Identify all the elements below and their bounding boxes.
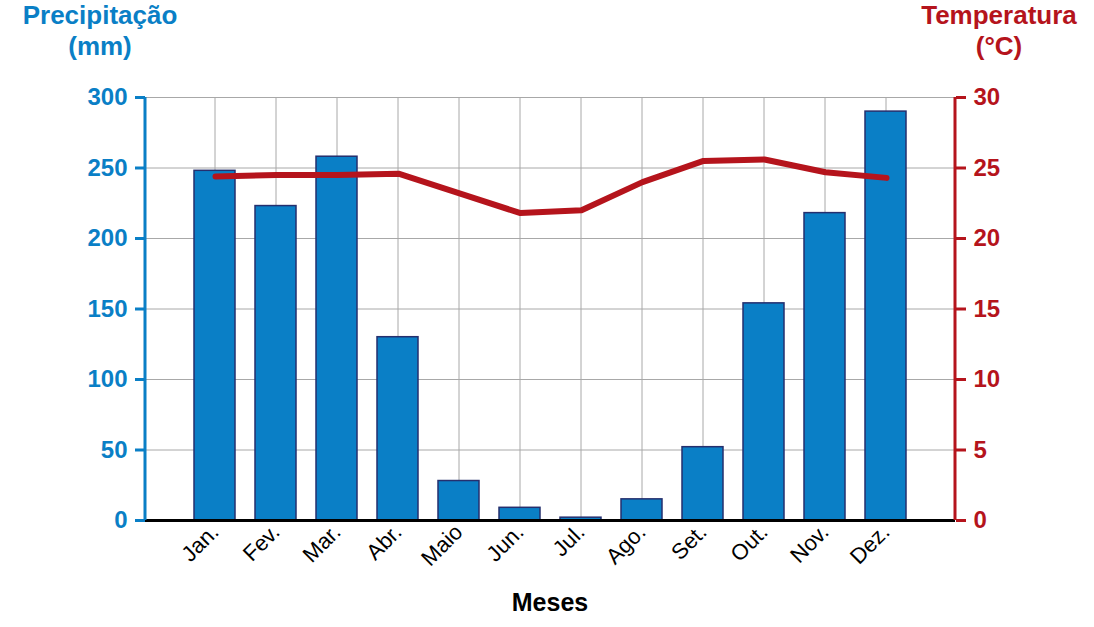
svg-text:Ago.: Ago. [601,519,651,569]
svg-text:Nov.: Nov. [785,519,834,568]
svg-text:0: 0 [114,506,127,533]
svg-text:5: 5 [974,436,987,463]
svg-text:Maio: Maio [416,519,467,570]
svg-text:Mar.: Mar. [298,519,346,567]
svg-text:Fev.: Fev. [238,519,285,566]
html-text:Precipitação (mm): Precipitação (mm) [22,0,178,61]
svg-text:Abr.: Abr. [361,519,406,564]
svg-text:Jul.: Jul. [548,519,590,561]
svg-text:250: 250 [87,154,127,181]
svg-text:Set.: Set. [666,519,711,564]
html-text:Meses: Meses [511,588,589,616]
svg-text:300: 300 [87,83,127,110]
svg-text:200: 200 [87,224,127,251]
svg-text:100: 100 [87,365,127,392]
svg-text:15: 15 [974,295,1001,322]
svg-text:150: 150 [87,295,127,322]
svg-text:0: 0 [974,506,987,533]
svg-text:50: 50 [101,436,128,463]
svg-text:20: 20 [974,224,1001,251]
svg-text:25: 25 [974,154,1001,181]
svg-text:30: 30 [974,83,1001,110]
svg-text:Jan.: Jan. [176,519,223,566]
html-text:Temperatura (°C): Temperatura (°C) [921,0,1077,61]
svg-text:Out.: Out. [725,519,772,566]
svg-text:Jun.: Jun. [481,519,528,566]
svg-text:10: 10 [974,365,1001,392]
svg-text:Dez.: Dez. [845,519,895,569]
